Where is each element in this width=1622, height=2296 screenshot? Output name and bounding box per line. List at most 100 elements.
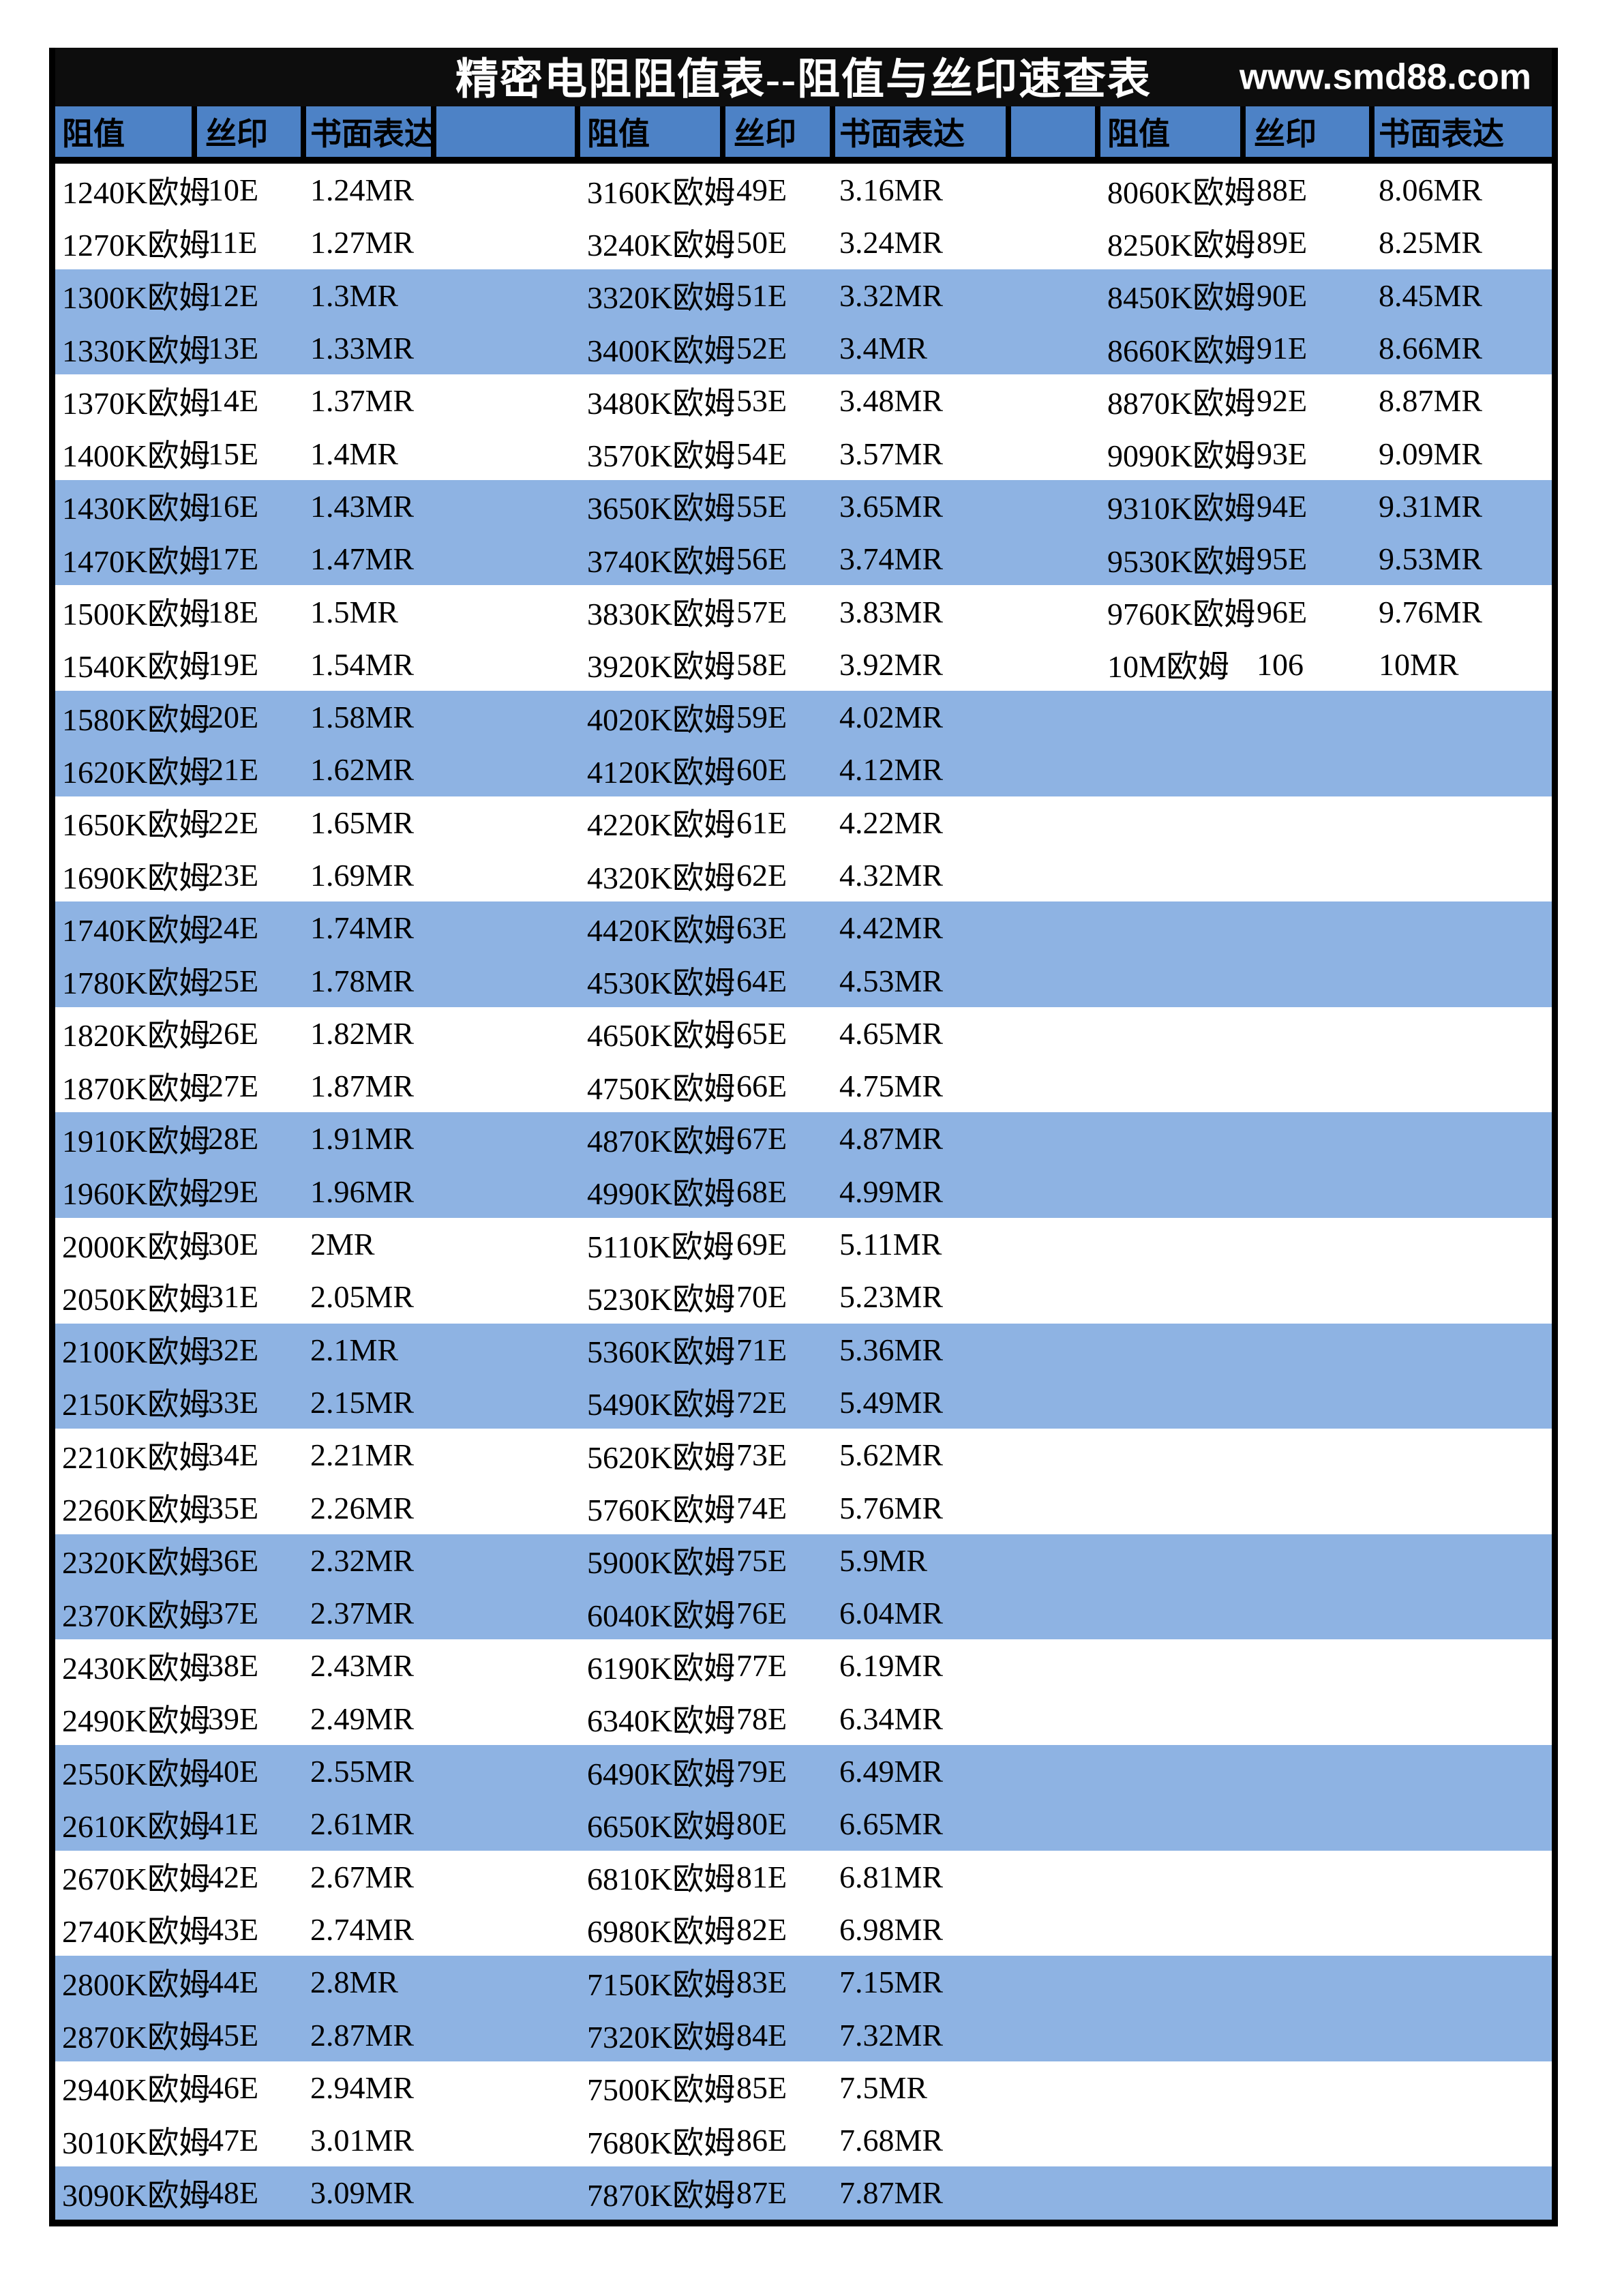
cell-spacer [1011,796,1100,849]
cell-resistance-value: 1270K欧姆 [62,227,211,263]
cell-written-expression: 7.15MR [839,1965,944,2000]
table-row: 2550K欧姆 40E 2.55MR 6490K欧姆 79E 6.49MR [55,1744,1552,1798]
cell-spacer [436,954,580,1007]
cell-spacer [1011,1165,1100,1218]
cell-resistance-value: 6340K欧姆 [587,1703,736,1739]
table-row: 2870K欧姆 45E 2.87MR 7320K欧姆 84E 7.32MR [55,2008,1552,2061]
cell-written-expression: 7.5MR [839,2070,928,2105]
cell-silkscreen-code: 93E [1257,436,1308,471]
cell-silkscreen-code: 41E [208,1806,259,1842]
cell-resistance-value: 1780K欧姆 [62,966,211,1001]
cell-resistance-value [1100,2114,1246,2166]
cell-written-expression: 4.12MR [839,752,944,788]
cell-resistance-value: 3400K欧姆 [587,333,736,368]
table-row: 1650K欧姆 22E 1.65MR 4220K欧姆 61E 4.22MR [55,796,1552,849]
cell-resistance-value: 1620K欧姆 [62,754,211,790]
cell-spacer [1011,2114,1100,2166]
cell-silkscreen-code: 36E [208,1542,259,1578]
cell-written-expression: 4.22MR [839,805,944,840]
table-row: 1820K欧姆 26E 1.82MR 4650K欧姆 65E 4.65MR [55,1007,1552,1060]
cell-written-expression: 6.49MR [839,1754,944,1789]
cell-resistance-value: 3240K欧姆 [587,227,736,263]
cell-silkscreen-code: 17E [208,541,259,577]
cell-resistance-value: 4420K欧姆 [587,912,736,948]
cell-resistance-value: 5360K欧姆 [587,1335,736,1370]
cell-spacer [436,585,580,638]
cell-written-expression [1375,1007,1552,1060]
cell-silkscreen-code [1246,1587,1375,1639]
cell-silkscreen-code: 33E [208,1384,259,1420]
header-cell-written-3: 书面表达 [1375,106,1552,157]
cell-silkscreen-code: 90E [1257,278,1308,313]
cell-written-expression: 3.4MR [839,331,928,366]
cell-spacer [436,1007,580,1060]
cell-written-expression [1375,1534,1552,1587]
cell-resistance-value: 1400K欧姆 [62,438,211,474]
cell-written-expression: 1.62MR [310,752,415,788]
cell-silkscreen-code [1246,849,1375,901]
cell-silkscreen-code: 94E [1257,488,1308,524]
cell-resistance-value: 9760K欧姆 [1107,597,1256,632]
cell-written-expression: 6.65MR [839,1806,944,1842]
cell-written-expression: 3.74MR [839,541,944,577]
cell-silkscreen-code: 75E [736,1542,787,1578]
cell-resistance-value: 5900K欧姆 [587,1545,736,1581]
cell-resistance-value [1100,1693,1246,1745]
table-row: 1300K欧姆 12E 1.3MR 3320K欧姆 51E 3.32MR 8450K欧姆 90… [55,269,1552,322]
cell-silkscreen-code [1246,743,1375,796]
website-url[interactable]: www.smd88.com [1239,57,1531,98]
cell-written-expression [1375,1218,1552,1270]
cell-silkscreen-code: 23E [208,858,259,893]
table-row: 2740K欧姆 43E 2.74MR 6980K欧姆 82E 6.98MR [55,1903,1552,1956]
cell-silkscreen-code: 19E [208,646,259,682]
table-row: 1370K欧姆 14E 1.37MR 3480K欧姆 53E 3.48MR 8870K欧姆 9… [55,374,1552,427]
cell-resistance-value: 1470K欧姆 [62,543,211,579]
cell-silkscreen-code: 47E [208,2123,259,2158]
cell-spacer [1011,849,1100,901]
cell-resistance-value [1100,1324,1246,1376]
cell-written-expression [1375,1270,1552,1323]
table-row: 2490K欧姆 39E 2.49MR 6340K欧姆 78E 6.34MR [55,1693,1552,1745]
cell-written-expression [1375,796,1552,849]
cell-resistance-value: 8250K欧姆 [1107,227,1256,263]
cell-silkscreen-code: 35E [208,1490,259,1525]
cell-resistance-value: 3830K欧姆 [587,597,736,632]
cell-resistance-value: 1500K欧姆 [62,597,211,632]
cell-resistance-value: 1540K欧姆 [62,649,211,685]
cell-resistance-value: 6040K欧姆 [587,1598,736,1633]
cell-silkscreen-code: 28E [208,1121,259,1157]
cell-written-expression: 4.99MR [839,1174,944,1209]
table-row: 1540K欧姆 19E 1.54MR 3920K欧姆 58E 3.92MR 10M欧姆 106… [55,638,1552,691]
table-row: 1910K欧姆 28E 1.91MR 4870K欧姆 67E 4.87MR [55,1112,1552,1165]
cell-resistance-value [1100,849,1246,901]
cell-resistance-value: 2210K欧姆 [62,1440,211,1475]
cell-resistance-value: 2490K欧姆 [62,1703,211,1739]
cell-written-expression [1375,2114,1552,2166]
cell-silkscreen-code: 42E [208,1859,259,1894]
cell-spacer [1011,1270,1100,1323]
cell-spacer [1011,1060,1100,1112]
cell-silkscreen-code: 10E [208,173,259,208]
cell-resistance-value: 8450K欧姆 [1107,280,1256,316]
cell-written-expression: 5.23MR [839,1279,944,1315]
cell-silkscreen-code: 96E [1257,594,1308,629]
table-row: 1690K欧姆 23E 1.69MR 4320K欧姆 62E 4.32MR [55,849,1552,901]
cell-silkscreen-code: 13E [208,331,259,366]
cell-spacer [1011,1007,1100,1060]
cell-spacer [1011,1218,1100,1270]
cell-resistance-value: 4120K欧姆 [587,754,736,790]
cell-spacer [1011,322,1100,374]
cell-silkscreen-code: 58E [736,646,787,682]
table-row: 3090K欧姆 48E 3.09MR 7870K欧姆 87E 7.87MR [55,2166,1552,2220]
cell-spacer [436,1851,580,1903]
cell-silkscreen-code: 59E [736,700,787,735]
cell-written-expression: 8.06MR [1379,173,1483,208]
cell-spacer [1011,585,1100,638]
cell-written-expression: 5.9MR [839,1542,928,1578]
page-title: 精密电阻阻值表--阻值与丝印速查表 [455,55,1152,104]
cell-silkscreen-code: 71E [736,1332,787,1367]
cell-written-expression [1375,1324,1552,1376]
cell-resistance-value: 3160K欧姆 [587,175,736,210]
cell-written-expression: 4.42MR [839,910,944,946]
cell-written-expression [1375,2008,1552,2061]
